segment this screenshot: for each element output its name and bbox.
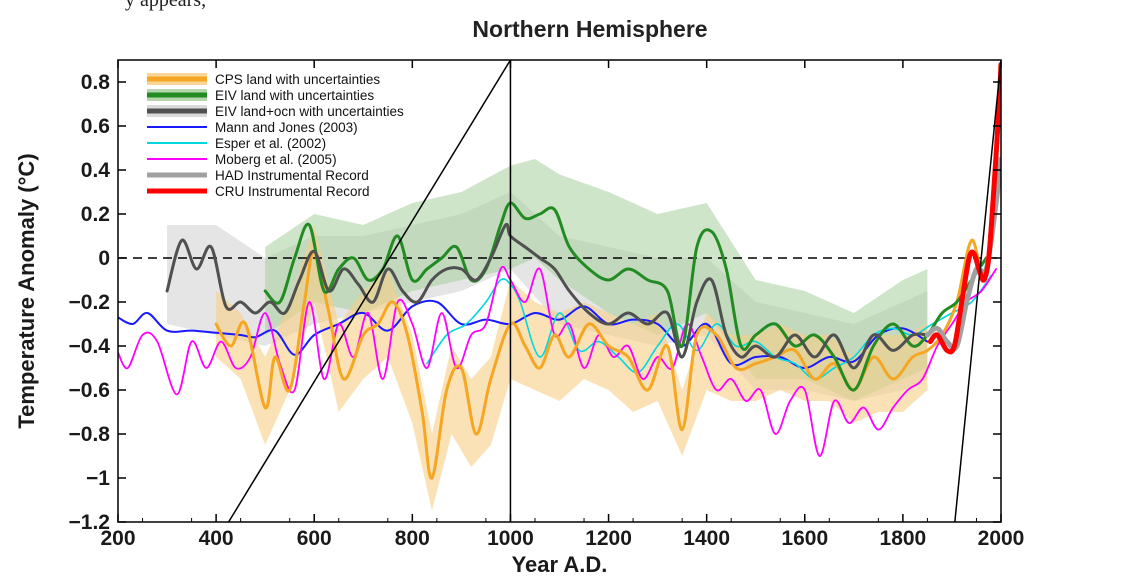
- legend-item-moberg-et-al-2005: Moberg et al. (2005): [147, 152, 337, 167]
- plot-frame: [117, 59, 1002, 523]
- legend-label: EIV land with uncertainties: [215, 88, 374, 103]
- x-tick-label: 400: [199, 527, 234, 550]
- legend-label: Moberg et al. (2005): [215, 152, 337, 167]
- legend-item-had-instrumental-record: HAD Instrumental Record: [147, 168, 369, 183]
- y-tick-label: 0.2: [81, 203, 110, 226]
- legend-item-eiv-land-ocn-with-uncertainties: EIV land+ocn with uncertainties: [147, 104, 404, 119]
- y-tick-label: 0: [98, 247, 110, 270]
- overlay-lines: [227, 60, 1001, 522]
- y-tick-label: −0.4: [69, 335, 111, 358]
- x-tick-label: 1600: [781, 527, 828, 550]
- y-tick-label: 0.6: [81, 115, 110, 138]
- axis-ticks: 200 400 600 800 1000 1200 1400 1600 1800 2000 0.8 0…: [69, 60, 1025, 550]
- series-eiv-land-with-uncertainties: [263, 201, 988, 392]
- series-moberg-et-al-2005: [118, 265, 997, 457]
- series-cru-instrumental-record: [927, 61, 1001, 355]
- legend-label: Mann and Jones (2003): [215, 120, 358, 135]
- x-tick-label: 1400: [683, 527, 730, 550]
- y-tick-label: 0.8: [81, 71, 111, 94]
- y-tick-label: −0.2: [69, 291, 110, 314]
- y-tick-label: −0.8: [69, 423, 111, 446]
- y-tick-label: −1.2: [69, 511, 110, 534]
- rising-diagonal-line: [227, 60, 512, 522]
- top-text-fragment: y appears,: [125, 0, 207, 11]
- series-cps-land-with-uncertainties: [214, 69, 1001, 480]
- band-cps-land-uncertainty: [216, 225, 928, 511]
- legend-item-mann-and-jones-2003: Mann and Jones (2003): [147, 120, 358, 135]
- legend-item-esper-et-al-2002: Esper et al. (2002): [147, 136, 326, 151]
- x-tick-label: 800: [395, 527, 430, 550]
- legend-label: EIV land+ocn with uncertainties: [215, 104, 404, 119]
- x-tick-label: 1800: [880, 527, 927, 550]
- y-tick-label: −0.6: [69, 379, 110, 402]
- y-tick-label: −1: [86, 467, 110, 490]
- x-tick-label: 1000: [487, 527, 534, 550]
- y-axis-title: Temperature Anomaly (°C): [14, 153, 39, 428]
- series-lines: [118, 61, 1001, 480]
- x-tick-label: 200: [100, 527, 135, 550]
- legend-item-cps-land-with-uncertainties: CPS land with uncertainties: [147, 72, 380, 87]
- legend-label: Esper et al. (2002): [215, 136, 326, 151]
- series-mann-and-jones-2003: [118, 299, 929, 369]
- legend-item-eiv-land-with-uncertainties: EIV land with uncertainties: [147, 88, 374, 103]
- legend-label: CRU Instrumental Record: [215, 184, 370, 199]
- x-tick-label: 600: [297, 527, 332, 550]
- x-tick-label: 2000: [978, 527, 1025, 550]
- legend-label: CPS land with uncertainties: [215, 72, 380, 87]
- x-axis-title: Year A.D.: [512, 552, 608, 577]
- x-tick-label: 1200: [585, 527, 632, 550]
- legend-label: HAD Instrumental Record: [215, 168, 369, 183]
- y-tick-label: 0.4: [81, 159, 111, 182]
- chart-title: Northern Hemisphere: [472, 16, 708, 42]
- steep-line-near-1900: [954, 60, 1001, 522]
- legend-item-cru-instrumental-record: CRU Instrumental Record: [147, 184, 370, 199]
